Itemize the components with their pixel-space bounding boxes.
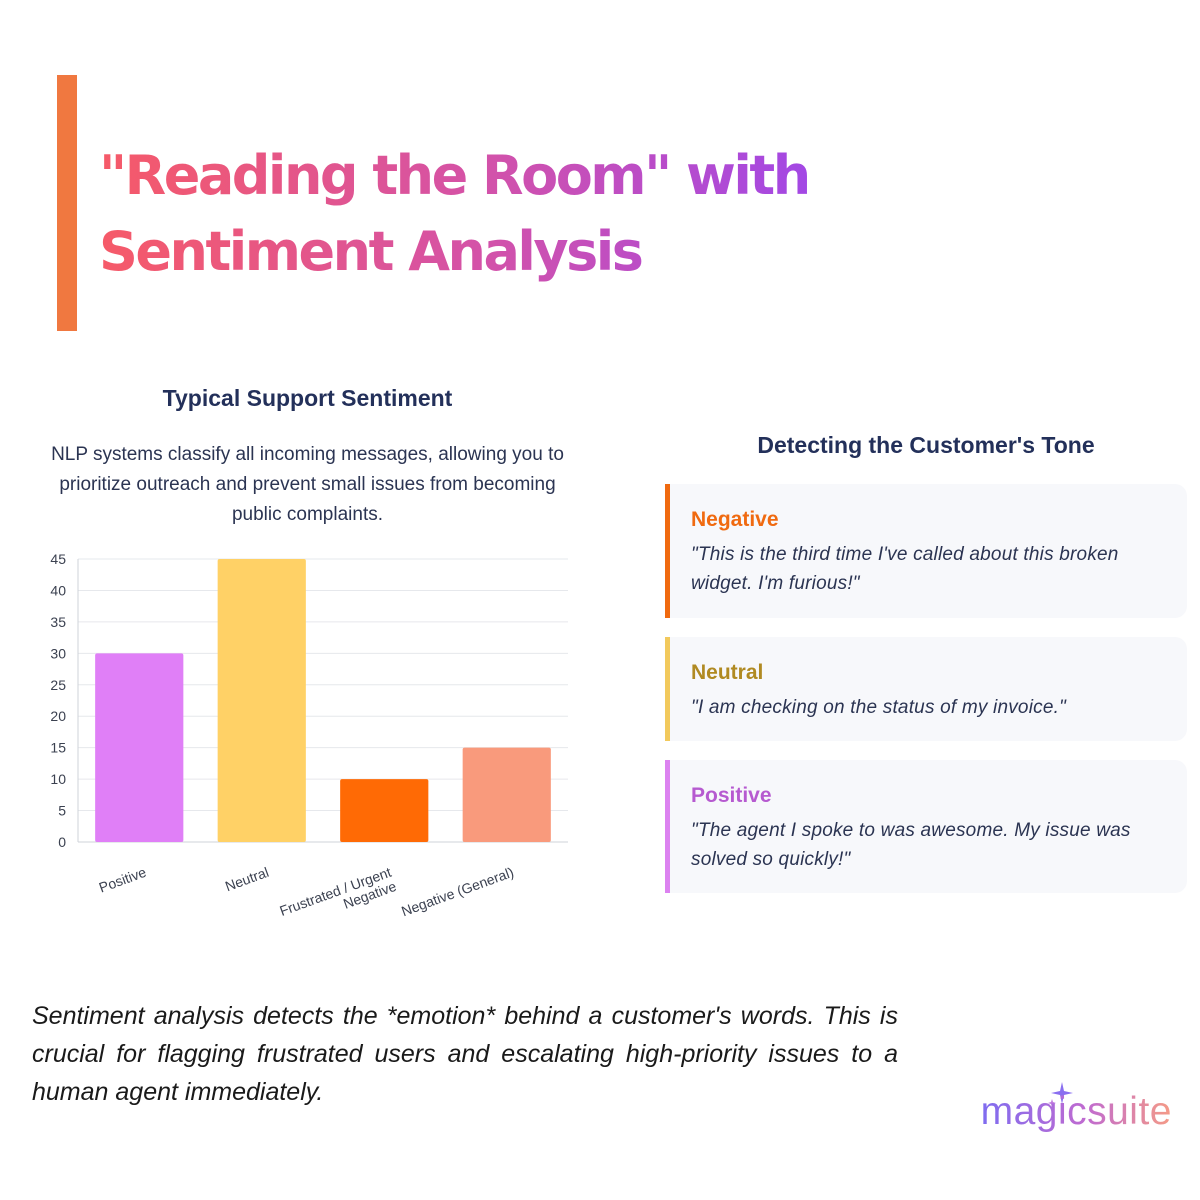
tone-card-neutral: Neutral "I am checking on the status of … xyxy=(665,637,1187,741)
tone-title: Detecting the Customer's Tone xyxy=(757,432,1095,458)
sparkle-icon xyxy=(1048,1082,1073,1107)
bar xyxy=(340,779,429,842)
y-tick-label: 5 xyxy=(58,803,66,819)
bar-chart: 0 5 10 15 20 25 30 35 40 45 Positive Neutral Frustra… xyxy=(50,551,568,933)
x-tick-label: Frustrated / UrgentNegative xyxy=(277,864,398,933)
tone-quote-neutral: "I am checking on the status of my invoi… xyxy=(691,697,1067,718)
tone-label-negative: Negative xyxy=(691,508,779,531)
y-tick-label: 45 xyxy=(50,551,66,567)
chart-description: NLP systems classify all incoming messag… xyxy=(51,444,564,525)
bar xyxy=(95,653,184,842)
y-tick-label: 30 xyxy=(50,645,66,661)
headline: "Reading the Room" with Sentiment Analys… xyxy=(99,138,859,290)
tone-card-negative: Negative "This is the third time I've ca… xyxy=(665,484,1187,618)
x-tick-label: Negative (General) xyxy=(399,864,516,919)
x-tick-label: Neutral xyxy=(223,864,271,894)
tone-card-positive: Positive "The agent I spoke to was aweso… xyxy=(665,760,1187,893)
headline-line-1: "Reading the Room" with xyxy=(99,144,809,207)
tone-label-neutral: Neutral xyxy=(691,661,764,684)
y-tick-label: 10 xyxy=(50,771,66,787)
tone-label-positive: Positive xyxy=(691,784,772,807)
caption: Sentiment analysis detects the *emotion*… xyxy=(32,1002,898,1106)
headline-line-2: Sentiment Analysis xyxy=(99,220,642,283)
y-tick-label: 40 xyxy=(50,582,66,598)
y-tick-label: 25 xyxy=(50,677,66,693)
tone-quote-positive: "The agent I spoke to was awesome. My is… xyxy=(691,820,1131,870)
brand-logo: magicsuite xyxy=(980,1090,1172,1133)
y-tick-label: 20 xyxy=(50,708,66,724)
bar xyxy=(462,747,551,842)
chart-title: Typical Support Sentiment xyxy=(162,385,453,411)
x-tick-label: Positive xyxy=(97,864,149,896)
accent-bar xyxy=(57,75,77,331)
bar xyxy=(217,559,306,842)
y-tick-label: 15 xyxy=(50,740,66,756)
y-tick-label: 35 xyxy=(50,614,66,630)
y-tick-label: 0 xyxy=(58,834,66,850)
tone-quote-negative: "This is the third time I've called abou… xyxy=(691,544,1119,594)
